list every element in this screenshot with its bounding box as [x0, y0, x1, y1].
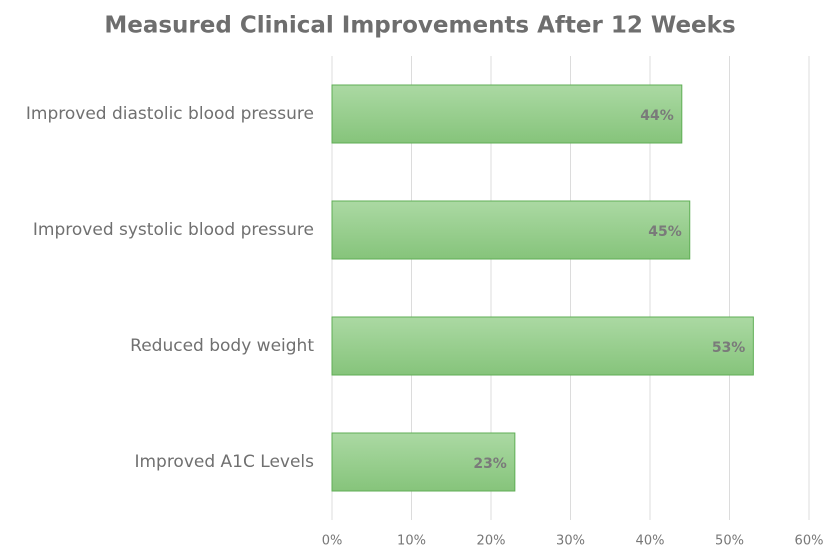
chart-title: Measured Clinical Improvements After 12 … — [104, 13, 735, 39]
x-tick-label: 10% — [397, 534, 426, 549]
bar — [331, 432, 516, 492]
data-label: 45% — [648, 224, 682, 240]
y-tick-label: Improved A1C Levels — [134, 452, 314, 472]
bar — [331, 316, 754, 376]
x-tick-label: 20% — [477, 534, 506, 549]
data-label: 44% — [640, 108, 674, 124]
x-tick-label: 60% — [795, 534, 824, 549]
bar — [331, 200, 691, 260]
data-label: 53% — [712, 340, 746, 356]
x-tick-label: 30% — [556, 534, 585, 549]
bar — [331, 84, 683, 144]
x-tick-label: 40% — [636, 534, 665, 549]
data-label: 23% — [473, 456, 507, 472]
y-tick-label: Reduced body weight — [130, 336, 314, 356]
y-tick-label: Improved systolic blood pressure — [33, 220, 314, 240]
x-tick-label: 0% — [322, 534, 343, 549]
x-tick-label: 50% — [715, 534, 744, 549]
y-tick-label: Improved diastolic blood pressure — [26, 104, 314, 124]
